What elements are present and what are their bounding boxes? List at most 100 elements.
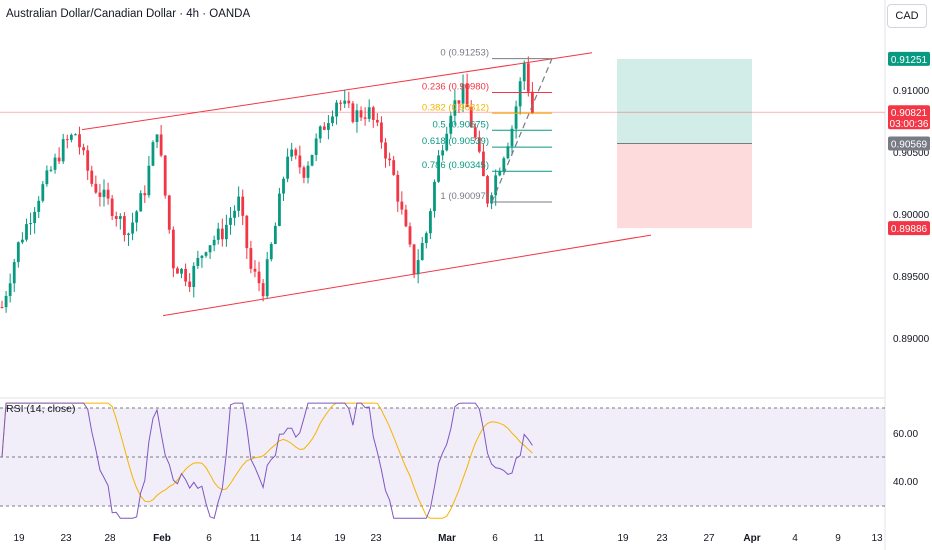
candle [514, 106, 518, 129]
candle [69, 134, 73, 140]
rsi-line [1, 402, 533, 519]
rsi-ma-line [1, 402, 533, 519]
candle [180, 268, 183, 274]
candle [327, 123, 330, 130]
candle [469, 106, 473, 128]
countdown-label: 03:00:36 [890, 119, 929, 130]
time-tick-label: 4 [792, 533, 798, 544]
time-tick-label: 14 [290, 533, 302, 544]
fib-level-label: 0 (0.91253) [440, 48, 489, 59]
price-badge-label: 0.91251 [891, 55, 928, 66]
candle [302, 167, 306, 178]
price-badge-label: 0.90821 [891, 108, 928, 119]
price-tick-label: 0.90500 [893, 148, 930, 159]
candle [29, 223, 32, 225]
candle [396, 174, 400, 202]
time-tick-label: 9 [835, 533, 841, 544]
currency-button[interactable]: CAD [887, 4, 927, 28]
candle [347, 100, 351, 104]
candle [294, 149, 298, 156]
candle [371, 107, 375, 120]
candle [486, 176, 489, 204]
candle [163, 155, 167, 196]
time-tick-label: 6 [492, 533, 498, 544]
candle [400, 201, 404, 210]
candle [265, 259, 269, 297]
candle [351, 103, 355, 122]
candle [518, 81, 522, 107]
candle [21, 239, 24, 243]
candle [249, 248, 253, 269]
candle [420, 243, 424, 261]
price-tick-label: 0.89000 [893, 334, 930, 345]
candle [343, 100, 347, 104]
candle [502, 158, 506, 172]
candle [331, 116, 334, 124]
candle [49, 169, 53, 171]
time-tick-label: 13 [871, 533, 883, 544]
candle [290, 149, 294, 157]
candle [196, 257, 200, 266]
candle [257, 271, 261, 284]
candle [490, 195, 493, 204]
time-tick-label: Mar [438, 533, 456, 544]
time-tick-label: 23 [656, 533, 668, 544]
candle [261, 283, 265, 297]
time-tick-label: 28 [104, 533, 116, 544]
chart-title[interactable]: Australian Dollar/Canadian Dollar · 4h ·… [6, 8, 251, 20]
candle [41, 184, 45, 201]
candle [0, 307, 4, 308]
candle [306, 165, 310, 178]
candle [139, 193, 143, 212]
rsi-indicator-label[interactable]: RSI (14, close) [6, 403, 76, 415]
candle [176, 268, 179, 274]
candle [441, 150, 445, 156]
candle [314, 138, 318, 155]
candle [253, 268, 257, 272]
price-tick-label: 0.89500 [893, 272, 930, 283]
candle [102, 189, 106, 197]
candle [151, 142, 155, 166]
candle [86, 150, 90, 171]
candle [424, 233, 428, 244]
candle [25, 224, 28, 240]
rsi-tick-label: 40.00 [893, 477, 918, 488]
candle [16, 242, 20, 263]
time-tick-label: 23 [370, 533, 382, 544]
candle [110, 198, 114, 217]
candle [355, 110, 359, 122]
candle [286, 156, 289, 179]
candle [225, 224, 228, 240]
candle [208, 245, 212, 253]
candle [404, 209, 408, 227]
candle [498, 171, 502, 176]
position-loss-zone [617, 143, 752, 229]
candle [200, 255, 204, 258]
candle [384, 142, 387, 159]
time-tick-label: 19 [334, 533, 346, 544]
time-tick-label: 19 [13, 533, 25, 544]
candle [90, 170, 94, 184]
candle [237, 196, 241, 211]
candle [437, 155, 440, 182]
candle [412, 244, 416, 275]
candle [74, 134, 77, 136]
candle [65, 139, 69, 141]
candle [449, 115, 453, 134]
candle [241, 196, 245, 216]
candle [408, 226, 412, 245]
candle [473, 127, 477, 138]
candle [363, 117, 367, 119]
price-pane[interactable] [0, 0, 885, 398]
candle [322, 126, 326, 130]
time-tick-label: 11 [534, 533, 545, 544]
fib-level-label: 0.786 (0.90345) [422, 160, 489, 171]
candle [380, 122, 383, 143]
candle [171, 229, 175, 269]
candle [61, 139, 65, 162]
candle [282, 178, 285, 194]
candle [359, 110, 363, 118]
candle [445, 133, 449, 151]
candle [188, 281, 192, 288]
